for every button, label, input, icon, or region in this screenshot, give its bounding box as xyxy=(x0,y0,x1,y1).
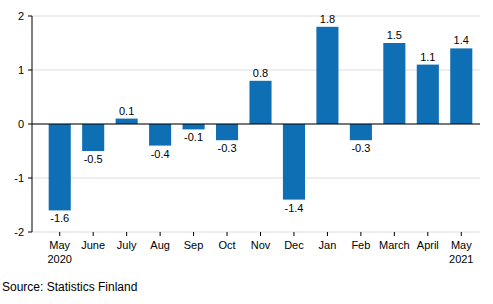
bar xyxy=(49,124,71,210)
x-tick-label: Jan xyxy=(319,239,337,251)
data-label: 1.4 xyxy=(454,34,469,46)
x-tick-label: April xyxy=(417,239,439,251)
zero-line xyxy=(32,124,480,125)
x-tick xyxy=(327,232,328,236)
x-tick-label: Sep xyxy=(184,239,204,251)
x-tick-label-line: July xyxy=(117,239,137,251)
x-tick-label: Feb xyxy=(351,239,370,251)
x-tick xyxy=(427,232,428,236)
y-tick xyxy=(28,178,32,179)
x-tick-label-line: Jan xyxy=(319,239,337,251)
y-tick xyxy=(28,16,32,17)
y-tick xyxy=(28,124,32,125)
bars xyxy=(49,27,473,211)
y-tick-label: -1 xyxy=(14,172,24,184)
y-tick-label: 2 xyxy=(18,10,24,22)
x-tick xyxy=(461,232,462,236)
x-tick-label: May 2020 xyxy=(47,239,71,265)
bar xyxy=(216,124,238,140)
y-tick xyxy=(28,232,32,233)
bar xyxy=(283,124,305,200)
x-tick-label: Oct xyxy=(218,239,235,251)
chart-svg: -2 -1 0 1 2 -1.6 -0.5 0.1 -0.4 -0.1 -0.3 0.8 -1.4 1.8… xyxy=(0,0,493,304)
data-label: 1.5 xyxy=(387,29,402,41)
data-label: -1.4 xyxy=(284,202,303,214)
y-tick xyxy=(28,70,32,71)
bar xyxy=(316,27,338,124)
bar xyxy=(149,124,171,146)
x-tick xyxy=(160,232,161,236)
grid-line xyxy=(32,16,480,17)
x-tick xyxy=(227,232,228,236)
data-label: -1.6 xyxy=(50,212,69,224)
bar xyxy=(116,119,138,124)
x-tick-label-line: Oct xyxy=(218,239,235,251)
chart-root: -2 -1 0 1 2 -1.6 -0.5 0.1 -0.4 -0.1 -0.3 0.8 -1.4 1.8… xyxy=(0,0,493,304)
x-tick-label-line: Nov xyxy=(251,239,271,251)
x-tick xyxy=(360,232,361,236)
x-tick xyxy=(59,232,60,236)
data-label: -0.3 xyxy=(218,142,237,154)
x-tick-label-line: Feb xyxy=(351,239,370,251)
grid-line xyxy=(32,232,480,233)
grid-line xyxy=(32,124,480,125)
data-label: -0.4 xyxy=(151,148,170,160)
bar xyxy=(450,48,472,124)
bar xyxy=(183,124,205,129)
source: Source: Statistics Finland xyxy=(2,280,137,294)
x-tick-label-line: 2021 xyxy=(449,253,473,265)
y-tick-label: -2 xyxy=(14,226,24,238)
x-tick-label: Nov xyxy=(251,239,271,251)
x-tick-label: March xyxy=(379,239,410,251)
data-label: -0.5 xyxy=(84,153,103,165)
x-tick xyxy=(126,232,127,236)
x-tick xyxy=(193,232,194,236)
x-tick-label-line: Sep xyxy=(184,239,204,251)
data-label: 1.1 xyxy=(420,51,435,63)
data-label: -0.3 xyxy=(351,142,370,154)
x-tick-label-line: Aug xyxy=(150,239,170,251)
x-tick-label-line: Dec xyxy=(284,239,304,251)
x-tick-label-line: June xyxy=(81,239,105,251)
x-tick xyxy=(394,232,395,236)
x-tick-label: May 2021 xyxy=(449,239,473,265)
data-label: -0.1 xyxy=(184,131,203,143)
bar xyxy=(249,81,271,124)
x-tick xyxy=(293,232,294,236)
x-tick xyxy=(93,232,94,236)
grid-line xyxy=(32,178,480,179)
bar xyxy=(383,43,405,124)
bar xyxy=(350,124,372,140)
x-tick-label-line: March xyxy=(379,239,410,251)
data-label: 0.1 xyxy=(119,105,134,117)
x-tick xyxy=(260,232,261,236)
data-label: 1.8 xyxy=(320,13,335,25)
bar xyxy=(82,124,104,151)
y-tick-label: 0 xyxy=(18,118,24,130)
bar xyxy=(417,65,439,124)
x-tick-label-line: 2020 xyxy=(47,253,71,265)
x-tick-label: Aug xyxy=(150,239,170,251)
x-tick-label-line: April xyxy=(417,239,439,251)
data-label: 0.8 xyxy=(253,67,268,79)
y-tick-label: 1 xyxy=(18,64,24,76)
x-tick-label: July xyxy=(117,239,137,251)
x-tick-label-line: May xyxy=(49,239,70,251)
x-tick-label: June xyxy=(81,239,105,251)
x-tick-label: Dec xyxy=(284,239,304,251)
x-tick-label-line: May xyxy=(451,239,472,251)
